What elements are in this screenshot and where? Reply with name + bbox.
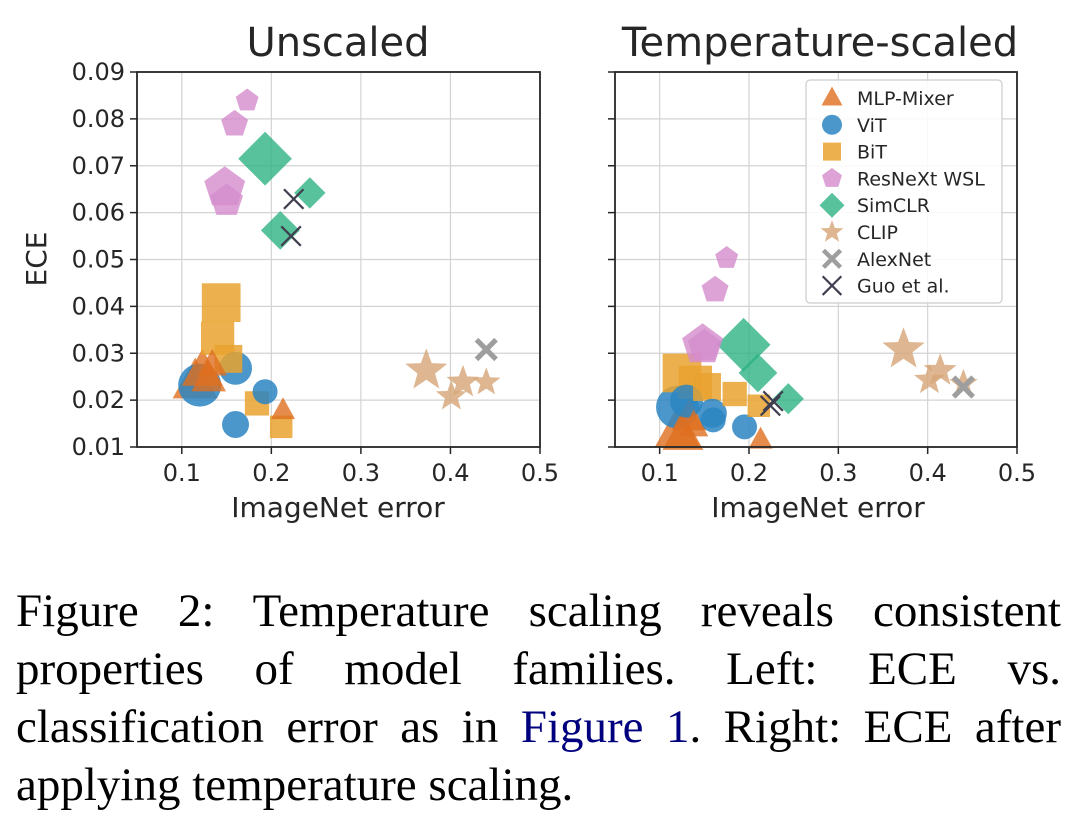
unscaled-point-vit [222, 411, 250, 438]
unscaled-point-clip [472, 367, 501, 395]
legend-label-mlp-mixer: MLP-Mixer [857, 88, 954, 110]
temperature-scaled-point-mlp-mixer [748, 426, 773, 449]
unscaled-x-tick-label: 0.5 [521, 459, 559, 487]
unscaled-point-clip [405, 348, 448, 389]
unscaled-y-tick-label: 0.08 [72, 105, 125, 133]
temperature-scaled-panel-title: Temperature-scaled [621, 20, 1018, 66]
temperature-scaled-point-clip [914, 363, 945, 394]
temperature-scaled-x-tick-label: 0.3 [819, 459, 857, 487]
temperature-scaled-point-guo-et-al [762, 390, 784, 412]
legend-frame [805, 79, 1003, 304]
unscaled-y-tick-label: 0.05 [72, 246, 125, 274]
unscaled-point-guo-et-al [280, 225, 302, 247]
unscaled-point-clip [446, 364, 480, 397]
unscaled-point-resnext-wsl [221, 109, 249, 136]
temperature-scaled-x-axis-label: ImageNet error [711, 491, 925, 524]
unscaled-point-mlp-mixer [270, 397, 296, 420]
caption-text-end: . Right: ECE after applying temperature … [16, 701, 1061, 811]
unscaled-point-bit [269, 415, 293, 439]
legend-item-clip: CLIP [820, 220, 898, 244]
legend-item-alexnet: AlexNet [821, 248, 931, 271]
unscaled-y-tick-label: 0.03 [72, 339, 125, 367]
temperature-scaled-point-resnext-wsl [687, 328, 721, 361]
unscaled-x-axis-label: ImageNet error [231, 491, 445, 524]
temperature-scaled-point-clip [949, 368, 978, 396]
unscaled-point-vit [252, 379, 278, 405]
temperature-scaled-point-guo-et-al [759, 395, 781, 417]
legend-item-mlp-mixer: MLP-Mixer [821, 86, 954, 110]
unscaled-y-tick-label: 0.01 [72, 433, 125, 461]
figure-caption: Figure 2: Temperature scaling reveals co… [16, 582, 1061, 814]
legend-item-resnext-wsl: ResNeXt WSL [822, 167, 985, 190]
temperature-scaled-x-tick-label: 0.4 [909, 459, 947, 487]
temperature-scaled-point-vit [732, 414, 758, 440]
unscaled-point-simclr [294, 177, 326, 209]
legend-marker-guo-et-al [821, 275, 843, 296]
temperature-scaled-point-clip [923, 353, 957, 385]
unscaled-y-tick-label: 0.06 [72, 199, 125, 227]
unscaled-point-mlp-mixer [197, 348, 227, 376]
temperature-scaled-point-bit [747, 394, 771, 417]
unscaled-x-tick-label: 0.4 [431, 459, 469, 487]
unscaled-panel-title: Unscaled [246, 20, 429, 66]
caption-text: Temperature scaling reveals consistent p… [16, 585, 1061, 753]
legend-item-vit: ViT [822, 114, 887, 137]
legend-marker-vit [822, 114, 842, 135]
temperature-scaled-point-alexnet [951, 375, 976, 399]
unscaled-x-tick-label: 0.1 [163, 459, 201, 487]
figure: 0.1 0.2 0.3 0.4 0.5 0.01 0.02 0.03 0.04 0.05 0.06 0… [20, 20, 1036, 524]
temperature-scaled-x-tick-label: 0.1 [641, 459, 679, 487]
temperature-scaled-point-simclr [716, 317, 771, 372]
y-axis-label: ECE [20, 232, 53, 287]
temperature-scaled-point-resnext-wsl [715, 246, 739, 268]
unscaled-point-guo-et-al [283, 188, 305, 210]
legend-label-guo-et-al: Guo et al. [857, 276, 950, 298]
legend-marker-resnext-wsl [822, 167, 842, 187]
legend-marker-clip [820, 220, 844, 242]
temperature-scaled-point-mlp-mixer [678, 409, 709, 437]
unscaled-y-tick-label: 0.02 [72, 386, 125, 414]
legend-label-clip: CLIP [857, 222, 898, 244]
legend-label-vit: ViT [857, 115, 887, 137]
legend-item-bit: BiT [823, 142, 887, 164]
unscaled-point-resnext-wsl [235, 88, 259, 111]
unscaled-y-tick-label: 0.09 [72, 58, 125, 86]
temperature-scaled-point-bit [693, 373, 721, 401]
legend-label-alexnet: AlexNet [857, 249, 931, 271]
unscaled-x-tick-label: 0.2 [252, 459, 290, 487]
temperature-scaled-point-simclr [738, 353, 778, 393]
legend-item-guo-et-al: Guo et al. [821, 275, 950, 298]
unscaled-point-simclr [260, 211, 300, 250]
caption-figure-label: Figure 2: [16, 585, 215, 637]
temperature-scaled-point-clip [882, 327, 925, 368]
figure-1-link[interactable]: Figure 1 [520, 701, 690, 753]
temperature-scaled-point-vit [700, 407, 726, 433]
unscaled-y-tick-label: 0.07 [72, 152, 125, 180]
temperature-scaled-x-tick-label: 0.5 [998, 459, 1036, 487]
legend-item-simclr: SimCLR [819, 192, 930, 218]
legend-marker-alexnet [821, 248, 843, 269]
unscaled-y-tick-label: 0.04 [72, 292, 125, 320]
temperature-scaled-point-resnext-wsl [701, 275, 729, 302]
legend-marker-simclr [819, 192, 845, 218]
unscaled-point-resnext-wsl [210, 183, 243, 215]
legend-marker-bit [823, 142, 841, 161]
legend-label-resnext-wsl: ResNeXt WSL [857, 168, 985, 190]
unscaled-panel: 0.1 0.2 0.3 0.4 0.5 0.01 0.02 0.03 0.04 0.05 0.06 0… [20, 20, 559, 524]
unscaled-x-tick-label: 0.3 [342, 459, 380, 487]
legend-label-bit: BiT [857, 142, 887, 164]
unscaled-point-simclr [238, 131, 292, 186]
temperature-scaled-point-simclr [772, 383, 804, 415]
unscaled-point-bit [201, 283, 241, 322]
legend-marker-mlp-mixer [821, 86, 843, 106]
unscaled-point-alexnet [474, 337, 498, 362]
temperature-scaled-panel: 0.1 0.2 0.3 0.4 0.5 Temperature-scaled Image… [608, 20, 1036, 524]
legend-label-simclr: SimCLR [857, 195, 930, 217]
temperature-scaled-point-bit [722, 381, 747, 407]
unscaled-point-clip [435, 380, 467, 410]
temperature-scaled-x-tick-label: 0.2 [730, 459, 768, 487]
unscaled-point-mlp-mixer [191, 360, 226, 392]
legend: MLP-Mixer ViT BiT ResNeXt WSL SimCLR CLIP Alex… [805, 79, 1003, 304]
